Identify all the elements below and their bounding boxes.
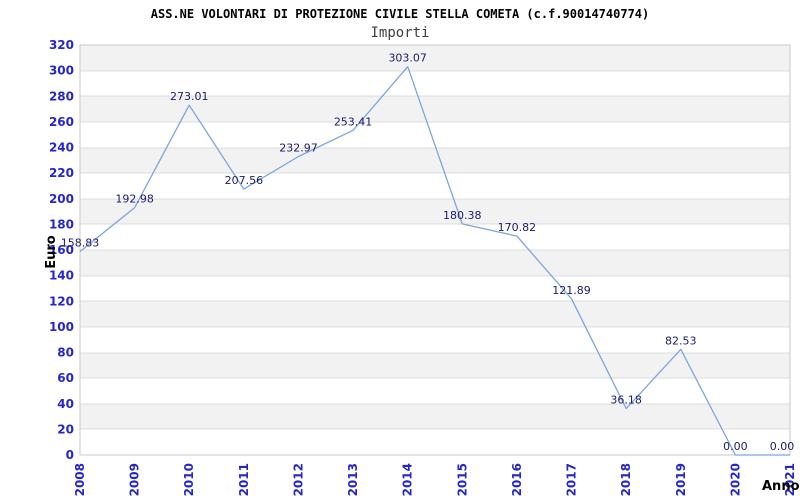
y-tick-label: 0	[66, 448, 74, 462]
band	[80, 45, 790, 71]
band	[80, 96, 790, 122]
x-tick-label: 2016	[510, 463, 524, 496]
x-tick-label: 2017	[565, 463, 579, 496]
data-point-label: 0.00	[770, 440, 795, 453]
y-tick-label: 320	[49, 38, 74, 52]
data-point-label: 232.97	[279, 142, 318, 155]
plot-border	[79, 44, 791, 456]
y-tick-label: 220	[49, 166, 74, 180]
data-line	[79, 66, 790, 456]
y-tick-label: 260	[49, 115, 74, 129]
band	[80, 198, 790, 225]
y-tick-label: 180	[49, 217, 74, 231]
data-point-label: 121.89	[552, 284, 591, 297]
band	[80, 147, 790, 174]
data-point-label: 170.82	[498, 221, 537, 234]
x-tick-label: 2018	[619, 463, 633, 496]
plot-area: 0 20 40 60 80 100 120 140 160 180 200 220 240 260 280 3…	[49, 38, 797, 496]
data-point-label: 180.38	[443, 209, 482, 222]
x-tick-label: 2012	[291, 463, 305, 496]
x-tick-label: 2014	[401, 463, 415, 496]
y-tick-label: 280	[49, 89, 74, 103]
y-axis-title: Euro	[44, 235, 59, 269]
x-tick-label: 2015	[455, 463, 469, 496]
y-tick-label: 200	[49, 192, 74, 206]
y-tick-label: 80	[57, 346, 74, 360]
x-axis-title: Anno	[762, 479, 800, 494]
x-tick-label: 2010	[182, 463, 196, 496]
y-tick-label: 40	[57, 397, 74, 411]
x-tick-label: 2019	[674, 463, 688, 496]
band	[80, 301, 790, 327]
data-point-label: 273.01	[170, 90, 209, 103]
x-tick-label: 2021	[783, 463, 797, 496]
x-tick-label: 2008	[73, 463, 87, 496]
y-tick-label: 60	[57, 371, 74, 385]
y-tick-label: 100	[49, 320, 74, 334]
chart-subtitle: Importi	[370, 25, 430, 41]
x-tick-label: 2009	[128, 463, 142, 496]
y-tick-label: 20	[57, 422, 74, 436]
chart-title: ASS.NE VOLONTARI DI PROTEZIONE CIVILE ST…	[150, 7, 650, 21]
data-point-label: 207.56	[225, 174, 264, 187]
y-tick-label: 300	[49, 64, 74, 78]
data-point-label: 192.98	[115, 193, 154, 206]
data-point-label: 253.41	[334, 115, 373, 128]
x-tick-label: 2011	[237, 463, 251, 496]
band	[80, 352, 790, 379]
data-point-label: 303.07	[388, 52, 427, 65]
x-tick-label: 2020	[728, 463, 742, 496]
band	[80, 403, 790, 430]
data-point-label: 158.83	[61, 236, 100, 249]
x-tick-label: 2013	[346, 463, 360, 496]
band	[80, 250, 790, 276]
y-tick-label: 140	[49, 269, 74, 283]
data-point-label: 0.00	[723, 440, 748, 453]
y-tick-label: 240	[49, 141, 74, 155]
y-tick-label: 160	[49, 243, 74, 257]
data-point-label: 82.53	[665, 334, 697, 347]
data-point-label: 36.18	[610, 394, 642, 407]
y-tick-label: 120	[49, 294, 74, 308]
